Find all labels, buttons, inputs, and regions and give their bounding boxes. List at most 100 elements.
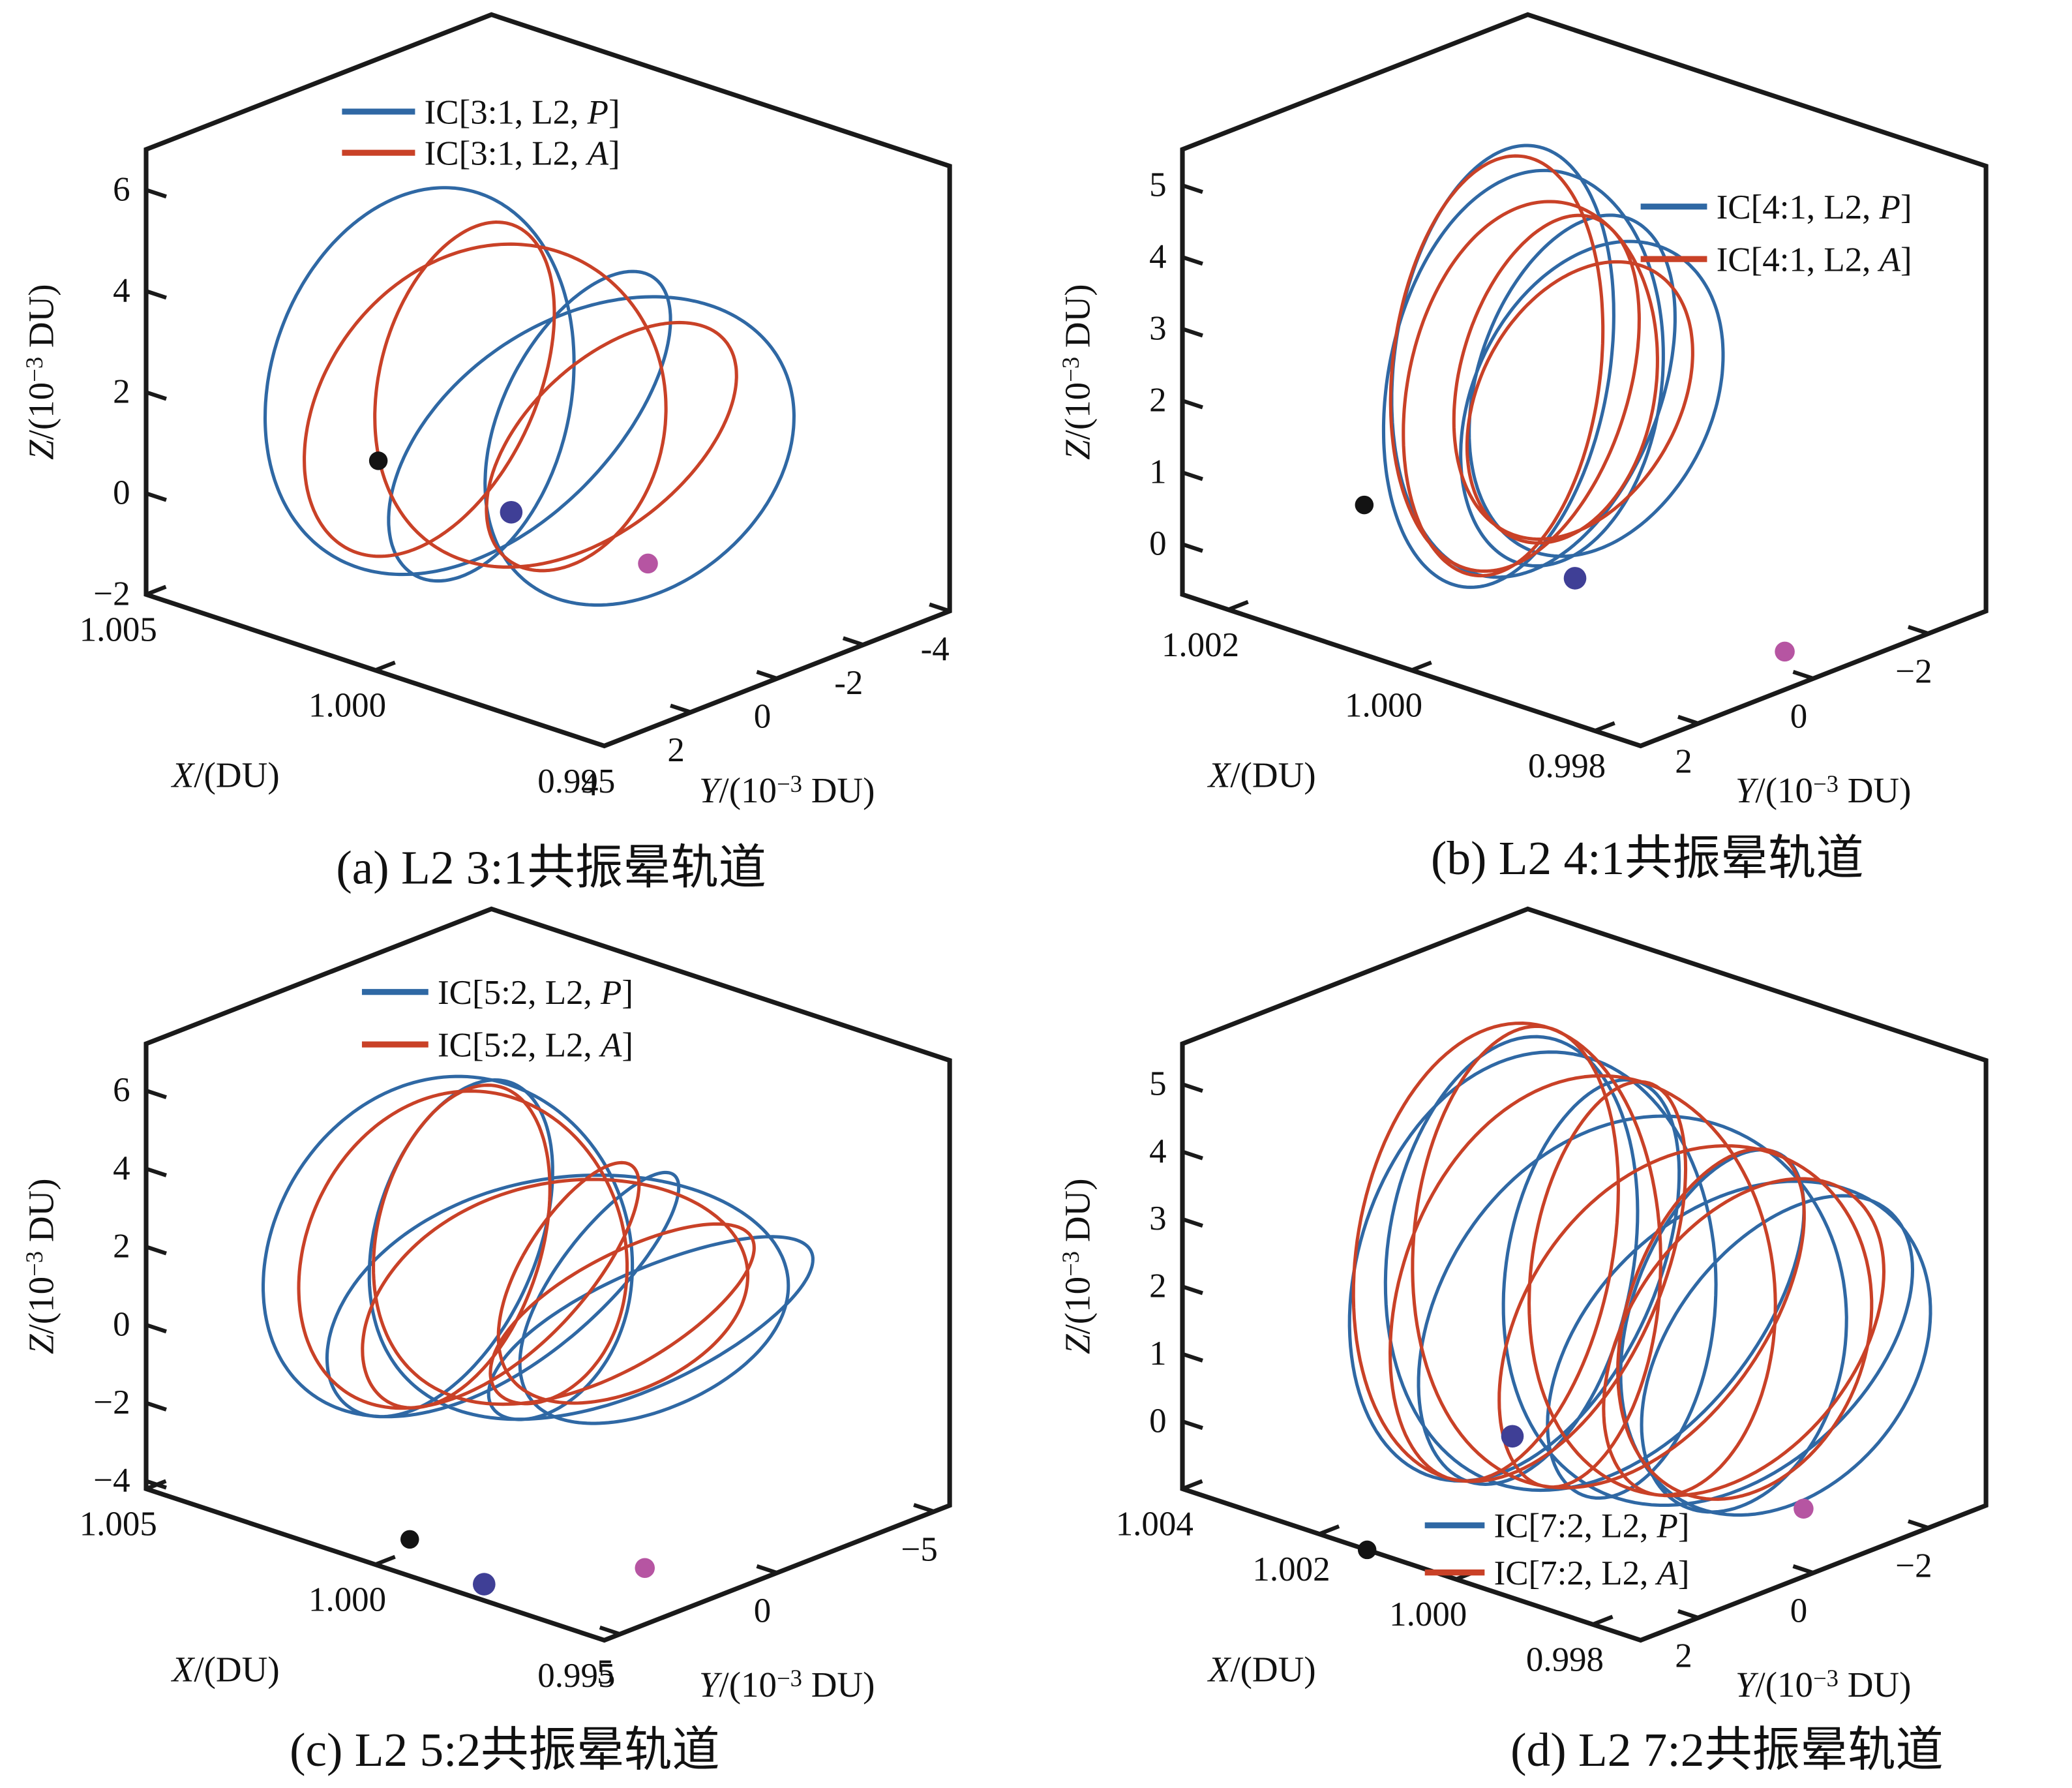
- x-tick: [146, 586, 166, 594]
- y-tick-label: 2: [1675, 742, 1692, 780]
- x-axis-label: X/(DU): [171, 755, 280, 795]
- z-tick: [1182, 257, 1203, 264]
- z-tick: [1182, 1286, 1203, 1293]
- z-tick: [146, 1168, 166, 1175]
- subplot-a-caption: (a) L2 3:1共振晕轨道: [336, 841, 766, 894]
- x-tick-label: 0.998: [1528, 748, 1606, 785]
- z-tick: [146, 190, 166, 196]
- marker-navy-point: [1501, 1425, 1524, 1447]
- z-tick: [146, 1325, 166, 1331]
- z-tick-label: 0: [113, 474, 130, 512]
- z-tick: [1182, 544, 1203, 551]
- y-tick: [1793, 1566, 1813, 1573]
- z-tick: [1182, 185, 1203, 192]
- x-tick-label: 0.995: [537, 763, 615, 800]
- x-tick: [605, 738, 624, 746]
- z-axis-label: Z/(10−3 DU): [21, 284, 61, 460]
- z-tick-label: 1: [1149, 453, 1166, 491]
- z-tick-label: 2: [1149, 1267, 1166, 1305]
- orbit-d-P: [1349, 1037, 1930, 1515]
- orbit-d-A: [1353, 1023, 1884, 1499]
- x-tick-label: 1.004: [1115, 1505, 1193, 1543]
- z-tick-label: 2: [113, 1227, 130, 1265]
- subplot-b-caption: (b) L2 4:1共振晕轨道: [1430, 832, 1863, 885]
- y-tick: [757, 672, 777, 678]
- z-tick: [1182, 472, 1203, 479]
- y-tick-label: 4: [581, 765, 598, 803]
- x-tick-label: 1.002: [1161, 626, 1239, 664]
- legend-label-A: IC[4:1, L2, A]: [1716, 241, 1912, 279]
- z-tick-label: 5: [1149, 166, 1166, 204]
- legend-d: IC[7:2, L2, P] IC[7:2, L2, A]: [1424, 1507, 1689, 1592]
- z-tick-label: 6: [113, 170, 130, 208]
- z-axis-label: Z/(10−3 DU): [1057, 284, 1097, 460]
- z-tick: [146, 493, 166, 500]
- y-tick: [757, 1566, 777, 1573]
- marker-magenta-point: [1775, 642, 1795, 662]
- x-axis-label: X/(DU): [1207, 755, 1315, 795]
- z-axis-label: Z/(10−3 DU): [21, 1178, 61, 1354]
- marker-magenta-point: [638, 554, 658, 574]
- y-tick-label: −2: [1895, 1547, 1932, 1584]
- subplot-d-caption: (d) L2 7:2共振晕轨道: [1510, 1723, 1944, 1776]
- x-tick-label: 0.998: [1525, 1641, 1603, 1678]
- z-tick-label: 4: [113, 271, 130, 309]
- z-tick-label: 3: [1149, 1200, 1166, 1237]
- y-tick-label: 5: [597, 1653, 614, 1691]
- y-tick-label: 0: [754, 1592, 771, 1629]
- z-tick-label: 3: [1149, 309, 1166, 347]
- z-tick: [1182, 1421, 1203, 1428]
- legend-label-P: IC[4:1, L2, P]: [1716, 189, 1912, 226]
- z-tick-label: −4: [93, 1461, 130, 1499]
- y-tick: [1677, 1611, 1698, 1617]
- legend-label-P: IC[7:2, L2, P]: [1494, 1507, 1689, 1545]
- y-tick: [1677, 717, 1698, 723]
- z-axis-label: Z/(10−3 DU): [1057, 1178, 1097, 1354]
- y-tick-label: −5: [901, 1530, 937, 1568]
- marker-black-point: [1357, 1540, 1376, 1559]
- z-tick-label: 4: [1149, 237, 1166, 275]
- y-tick-label: -4: [921, 630, 950, 668]
- z-tick: [1182, 401, 1203, 407]
- y-tick-label: -2: [834, 664, 863, 702]
- y-tick-label: −2: [1895, 653, 1932, 691]
- axes-box: [1182, 14, 1986, 746]
- x-tick: [1182, 1481, 1202, 1489]
- orbit-c-P: [263, 1076, 813, 1423]
- x-tick: [1319, 1526, 1338, 1534]
- x-tick-label: 1.000: [1389, 1596, 1467, 1633]
- x-tick-label: 1.000: [1345, 687, 1422, 725]
- x-tick: [1411, 663, 1431, 671]
- marker-magenta-point: [1794, 1498, 1814, 1519]
- legend-label-A: IC[7:2, L2, A]: [1494, 1554, 1689, 1592]
- z-tick: [1182, 1151, 1203, 1158]
- x-tick: [1595, 723, 1614, 731]
- y-tick: [914, 1505, 934, 1511]
- legend-label-A: IC[5:2, L2, A]: [438, 1026, 633, 1064]
- orbit-b-A: [1390, 156, 1692, 575]
- z-tick: [1182, 1219, 1203, 1225]
- x-tick-label: 1.005: [80, 1505, 157, 1543]
- x-tick: [375, 663, 395, 671]
- marker-navy-point: [473, 1573, 496, 1596]
- axes-box: [146, 909, 950, 1640]
- z-tick: [1182, 1354, 1203, 1360]
- marker-magenta-point: [635, 1558, 655, 1578]
- legend-label-P: IC[5:2, L2, P]: [438, 974, 633, 1012]
- marker-navy-point: [500, 501, 523, 524]
- z-tick: [146, 392, 166, 399]
- orbit-a-P: [265, 188, 794, 605]
- y-axis-label: Y/(10−3 DU): [1735, 1664, 1911, 1704]
- z-tick: [146, 1247, 166, 1253]
- z-tick-label: −2: [93, 1384, 130, 1421]
- z-tick-label: 2: [113, 373, 130, 411]
- z-tick-label: 4: [1149, 1132, 1166, 1170]
- x-axis-label: X/(DU): [171, 1649, 280, 1689]
